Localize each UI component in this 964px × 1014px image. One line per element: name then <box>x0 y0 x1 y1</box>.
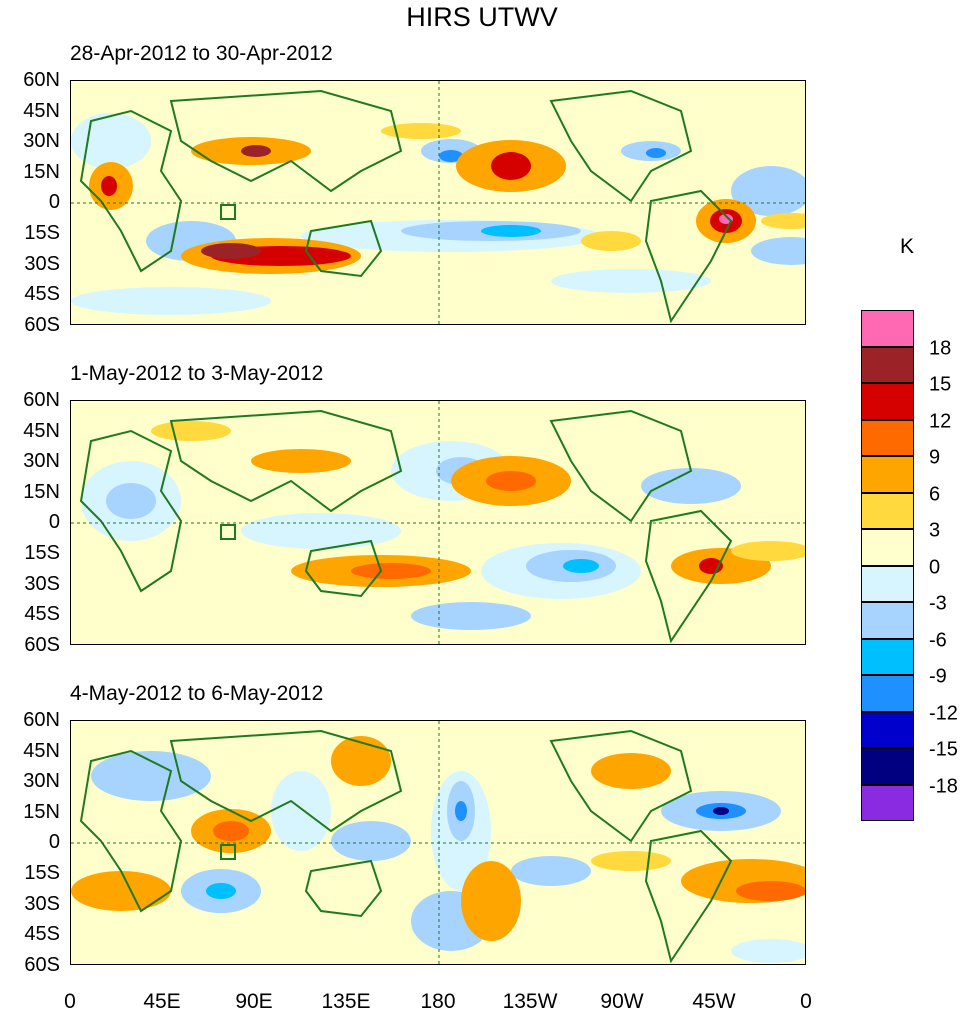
y-tick-label: 30S <box>24 892 60 915</box>
y-tick-label: 45S <box>24 923 60 946</box>
legend-swatch <box>861 638 914 675</box>
y-tick-label: 30N <box>23 450 60 473</box>
legend-label: 18 <box>929 337 952 359</box>
y-tick-label: 45S <box>24 283 60 306</box>
y-tick-label: 60N <box>23 69 60 91</box>
panel-1-title: 28-Apr-2012 to 30-Apr-2012 <box>70 42 333 65</box>
x-tick-label: 90E <box>235 990 273 1013</box>
x-tick-label: 90W <box>600 990 644 1013</box>
y-tick-label: 15N <box>23 480 60 503</box>
y-tick-label: 0 <box>48 511 60 534</box>
legend-swatch <box>861 456 914 493</box>
y-tick-label: 0 <box>48 831 60 854</box>
legend-swatch <box>861 529 914 566</box>
y-tick-label: 60S <box>24 953 60 976</box>
panel-2-title: 1-May-2012 to 3-May-2012 <box>70 362 324 385</box>
legend-swatch <box>861 310 914 347</box>
legend-swatch <box>861 346 914 383</box>
x-tick-label: 135W <box>502 990 558 1013</box>
y-tick-label: 60N <box>23 389 60 411</box>
panel-3-field <box>71 721 805 964</box>
figure-title: HIRS UTWV <box>406 2 558 32</box>
y-tick-label: 45N <box>23 739 60 762</box>
y-tick-label: 30S <box>24 252 60 275</box>
y-tick-label: 45N <box>23 99 60 122</box>
panel-2-map <box>70 400 806 645</box>
legend-label: 6 <box>929 483 941 505</box>
legend-swatch <box>861 602 914 639</box>
y-tick-label: 30N <box>23 130 60 153</box>
panel-2-field <box>71 401 805 644</box>
legend-swatch <box>861 748 914 785</box>
y-tick-label: 60S <box>24 633 60 656</box>
panel-1-field <box>71 81 805 324</box>
y-tick-label: 15S <box>24 542 60 564</box>
legend-label: -12 <box>929 702 958 724</box>
y-tick-label: 30S <box>24 572 60 595</box>
legend-label: 9 <box>929 446 941 469</box>
legend-swatch <box>861 419 914 456</box>
y-tick-label: 60S <box>24 313 60 336</box>
y-tick-label: 15S <box>24 222 60 244</box>
legend-unit: K <box>900 235 915 258</box>
x-tick-label: 45E <box>143 990 181 1013</box>
y-tick-label: 0 <box>48 191 60 214</box>
legend-label: -18 <box>929 775 958 797</box>
y-tick-label: 15S <box>24 862 60 884</box>
legend-label: 12 <box>929 410 952 432</box>
legend-swatch <box>861 383 914 420</box>
legend-label: -9 <box>929 665 947 688</box>
y-tick-label: 30N <box>23 770 60 793</box>
x-tick-label: 0 <box>800 990 812 1013</box>
legend-swatch <box>861 492 914 529</box>
legend-swatch <box>861 784 914 821</box>
legend-label: -3 <box>929 592 947 615</box>
legend-label: 3 <box>929 519 941 542</box>
y-tick-label: 60N <box>23 709 60 731</box>
legend-label: 15 <box>929 373 952 396</box>
x-tick-label: 45W <box>692 990 736 1013</box>
x-tick-label: 0 <box>64 990 76 1013</box>
panel-3-map <box>70 720 806 965</box>
legend-swatch <box>861 675 914 712</box>
panel-1-map <box>70 80 806 325</box>
panel-3-title: 4-May-2012 to 6-May-2012 <box>70 682 324 705</box>
legend-swatch <box>861 565 914 602</box>
x-tick-label: 180 <box>420 990 456 1013</box>
x-tick-label: 135E <box>321 990 371 1013</box>
legend-label: -6 <box>929 629 947 651</box>
legend-label: -15 <box>929 738 958 761</box>
y-tick-label: 15N <box>23 160 60 183</box>
y-tick-label: 15N <box>23 800 60 823</box>
y-tick-label: 45N <box>23 419 60 442</box>
y-tick-label: 45S <box>24 603 60 626</box>
legend-label: 0 <box>929 556 941 578</box>
legend-swatch <box>861 711 914 748</box>
